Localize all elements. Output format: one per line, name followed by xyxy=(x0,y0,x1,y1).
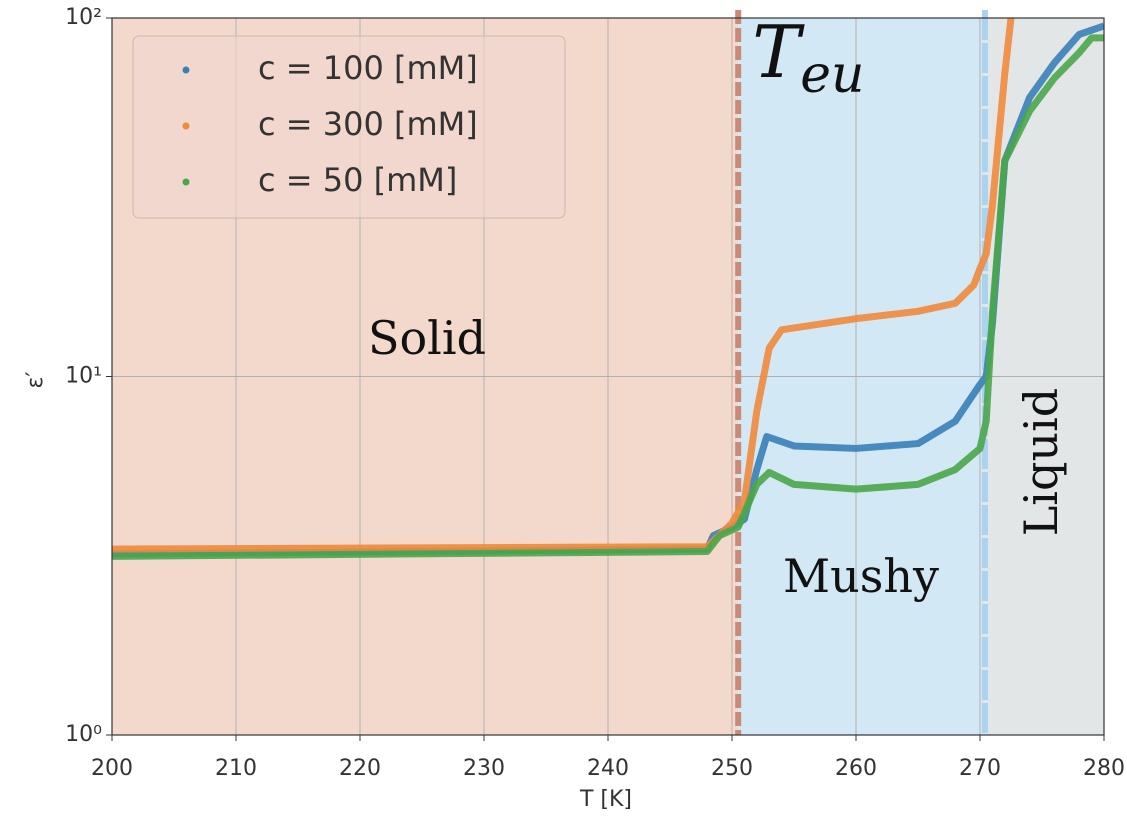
region-label: Liquid xyxy=(1014,388,1068,537)
legend-label: c = 300 [mM] xyxy=(258,105,478,143)
vline-label: Teu xyxy=(752,10,864,105)
x-tick-label: 210 xyxy=(215,756,257,781)
legend-label: c = 50 [mM] xyxy=(258,161,457,199)
y-tick-label: 10⁰ xyxy=(65,722,102,747)
region-label: Solid xyxy=(368,311,486,365)
x-tick-label: 230 xyxy=(463,756,505,781)
region-label: Mushy xyxy=(783,549,939,603)
x-tick-label: 270 xyxy=(959,756,1001,781)
x-tick-label: 250 xyxy=(711,756,753,781)
y-axis-label: ε′ xyxy=(23,372,48,389)
x-tick-label: 200 xyxy=(91,756,133,781)
x-tick-label: 240 xyxy=(587,756,629,781)
plot-frame xyxy=(111,17,1105,736)
y-tick-label: 10² xyxy=(65,5,102,30)
vline-label-main: T xyxy=(752,10,805,94)
series-line xyxy=(112,18,1015,553)
x-axis-label: T [K] xyxy=(579,787,632,812)
series-line xyxy=(112,34,1104,560)
legend-label: c = 100 [mM] xyxy=(258,49,478,87)
y-tick-label: 10¹ xyxy=(65,364,102,389)
legend-marker xyxy=(182,66,190,74)
legend-marker xyxy=(182,122,190,130)
legend-box xyxy=(132,35,566,219)
legend-marker xyxy=(182,178,190,186)
x-tick-label: 260 xyxy=(835,756,877,781)
vline-label-sub: eu xyxy=(800,45,864,105)
x-tick-label: 280 xyxy=(1083,756,1125,781)
x-tick-label: 220 xyxy=(339,756,381,781)
